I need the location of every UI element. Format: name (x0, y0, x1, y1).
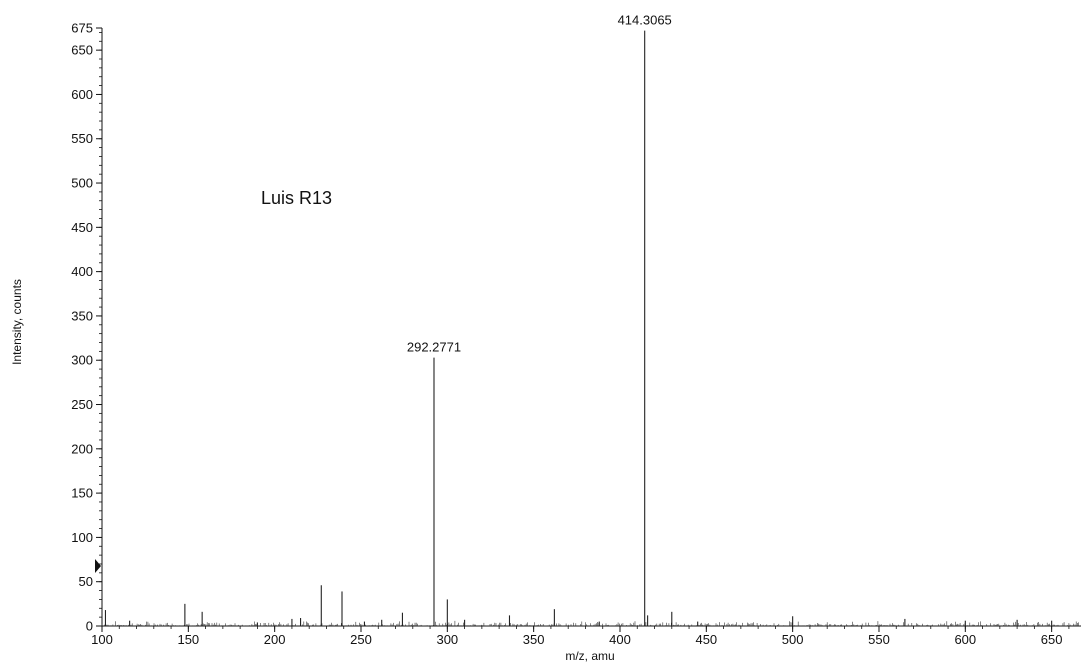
y-tick-label: 450 (71, 220, 93, 235)
y-axis: 0 50 100 150 200 250 300 350 400 450 500 550 600 650 6… (71, 21, 103, 634)
x-tick-label: 300 (436, 632, 458, 647)
y-tick-label: 150 (71, 486, 93, 501)
spectrum-peaks (104, 30, 1053, 626)
y-tick-label: 675 (71, 21, 93, 36)
y-axis-title: Intensity, counts (10, 279, 24, 365)
y-tick-label: 400 (71, 264, 93, 279)
x-axis-title: m/z, amu (565, 649, 614, 663)
x-tick-label: 450 (695, 632, 717, 647)
peak-label: 292.2771 (407, 340, 461, 355)
x-tick-label: 100 (91, 632, 113, 647)
sample-annotation: Luis R13 (261, 188, 332, 208)
y-tick-label: 250 (71, 397, 93, 412)
y-tick-label: 350 (71, 308, 93, 323)
y-tick-label: 500 (71, 176, 93, 191)
x-tick-label: 650 (1041, 632, 1063, 647)
y-tick-label: 0 (86, 619, 93, 634)
y-tick-label: 600 (71, 87, 93, 102)
x-tick-label: 400 (609, 632, 631, 647)
peak-labels: 414.3065 292.2771 (407, 13, 672, 355)
y-axis-marker-triangle (95, 559, 101, 573)
x-tick-label: 550 (868, 632, 890, 647)
x-tick-label: 350 (523, 632, 545, 647)
baseline-noise (101, 620, 1081, 626)
x-tick-label: 150 (177, 632, 199, 647)
x-tick-label: 200 (264, 632, 286, 647)
x-tick-label: 250 (350, 632, 372, 647)
y-tick-label: 300 (71, 353, 93, 368)
y-tick-label: 100 (71, 530, 93, 545)
y-tick-label: 200 (71, 441, 93, 456)
y-tick-label: 50 (79, 574, 93, 589)
y-tick-label: 650 (71, 43, 93, 58)
baseline-noise-path (101, 620, 1081, 626)
x-axis: 100 150 200 250 300 350 400 450 500 550 600 650 (91, 625, 1081, 647)
x-tick-label: 600 (954, 632, 976, 647)
y-tick-label: 550 (71, 131, 93, 146)
x-tick-label: 500 (782, 632, 804, 647)
peak-label: 414.3065 (618, 13, 672, 28)
